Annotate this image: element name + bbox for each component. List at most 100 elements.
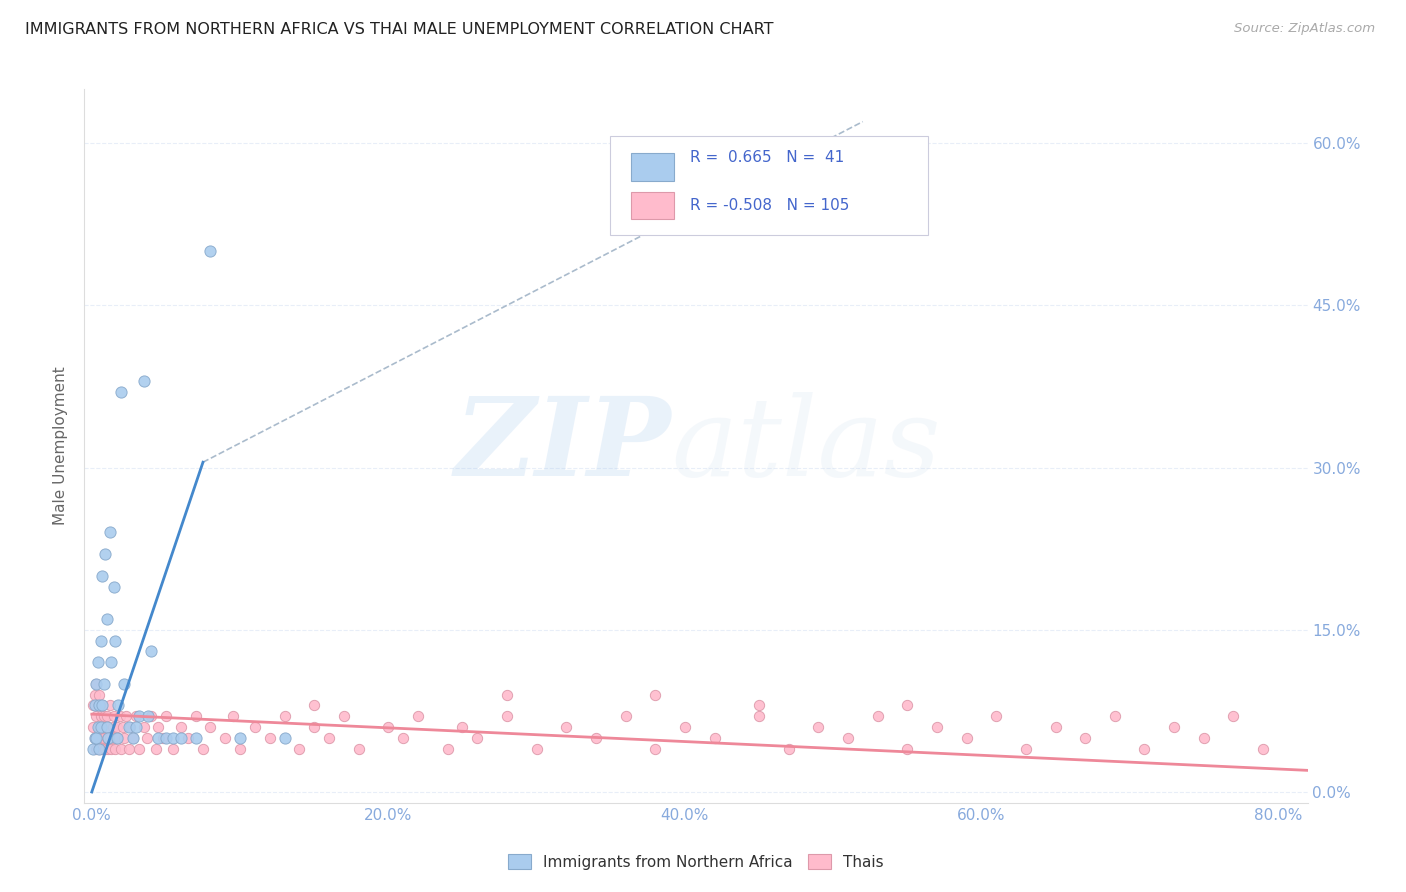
Point: [748, 709, 770, 723]
Point: [100, 741, 122, 756]
Point: [145, 741, 167, 756]
Point: [84, 709, 107, 723]
Point: [1133, 741, 1156, 756]
Point: [496, 688, 519, 702]
Point: [100, 655, 122, 669]
Point: [162, 731, 184, 745]
FancyBboxPatch shape: [610, 136, 928, 235]
Point: [83, 731, 105, 745]
Point: [139, 644, 162, 658]
Point: [89, 741, 111, 756]
Point: [465, 731, 488, 745]
Point: [451, 720, 474, 734]
Point: [191, 741, 214, 756]
Point: [84, 677, 107, 691]
Point: [107, 731, 129, 745]
Point: [177, 731, 200, 745]
Point: [105, 720, 128, 734]
Point: [496, 709, 519, 723]
Point: [184, 731, 207, 745]
Point: [614, 709, 637, 723]
Point: [925, 720, 948, 734]
Point: [896, 698, 918, 713]
Point: [555, 720, 578, 734]
Point: [214, 731, 236, 745]
Point: [96, 731, 118, 745]
Point: [243, 720, 266, 734]
Point: [120, 720, 142, 734]
Point: [97, 720, 120, 734]
Point: [103, 709, 125, 723]
Point: [302, 698, 325, 713]
Legend: Immigrants from Northern Africa, Thais: Immigrants from Northern Africa, Thais: [501, 846, 891, 877]
Point: [1015, 741, 1038, 756]
Point: [333, 709, 356, 723]
Point: [103, 731, 125, 745]
Point: [83, 698, 105, 713]
Point: [288, 741, 311, 756]
Point: [1163, 720, 1185, 734]
Point: [125, 720, 148, 734]
Point: [259, 731, 281, 745]
Point: [644, 741, 666, 756]
Point: [703, 731, 725, 745]
Point: [585, 731, 607, 745]
Point: [986, 709, 1008, 723]
Point: [110, 741, 132, 756]
Point: [90, 731, 112, 745]
Point: [122, 731, 145, 745]
Point: [118, 720, 141, 734]
Point: [170, 731, 193, 745]
Point: [377, 720, 399, 734]
Point: [221, 709, 243, 723]
Point: [93, 731, 115, 745]
Point: [139, 709, 162, 723]
Point: [89, 720, 111, 734]
Point: [94, 547, 117, 561]
Point: [82, 741, 104, 756]
Point: [302, 720, 325, 734]
Point: [84, 731, 107, 745]
Point: [93, 677, 115, 691]
Point: [155, 709, 177, 723]
Point: [148, 720, 170, 734]
Point: [104, 633, 127, 648]
Point: [347, 741, 370, 756]
Point: [86, 731, 108, 745]
Point: [200, 720, 222, 734]
Point: [91, 568, 114, 582]
Point: [122, 731, 145, 745]
Point: [118, 741, 141, 756]
Point: [807, 720, 830, 734]
Point: [170, 720, 193, 734]
Point: [82, 720, 104, 734]
Point: [125, 709, 148, 723]
Text: ZIP: ZIP: [456, 392, 672, 500]
Point: [200, 244, 222, 259]
Point: [1251, 741, 1274, 756]
Point: [115, 709, 138, 723]
Point: [96, 720, 118, 734]
Point: [98, 698, 121, 713]
Text: atlas: atlas: [672, 392, 941, 500]
Point: [104, 741, 127, 756]
Point: [111, 720, 134, 734]
Point: [184, 709, 207, 723]
Point: [152, 731, 174, 745]
Text: IMMIGRANTS FROM NORTHERN AFRICA VS THAI MALE UNEMPLOYMENT CORRELATION CHART: IMMIGRANTS FROM NORTHERN AFRICA VS THAI …: [25, 22, 773, 37]
Point: [108, 709, 131, 723]
Point: [136, 709, 159, 723]
Point: [98, 525, 121, 540]
Point: [1104, 709, 1126, 723]
Point: [89, 688, 111, 702]
Point: [90, 633, 112, 648]
Text: Source: ZipAtlas.com: Source: ZipAtlas.com: [1234, 22, 1375, 36]
Point: [273, 731, 295, 745]
Point: [93, 709, 115, 723]
Point: [96, 612, 118, 626]
Point: [273, 709, 295, 723]
Point: [83, 731, 105, 745]
Point: [1045, 720, 1067, 734]
Point: [896, 741, 918, 756]
Point: [778, 741, 800, 756]
